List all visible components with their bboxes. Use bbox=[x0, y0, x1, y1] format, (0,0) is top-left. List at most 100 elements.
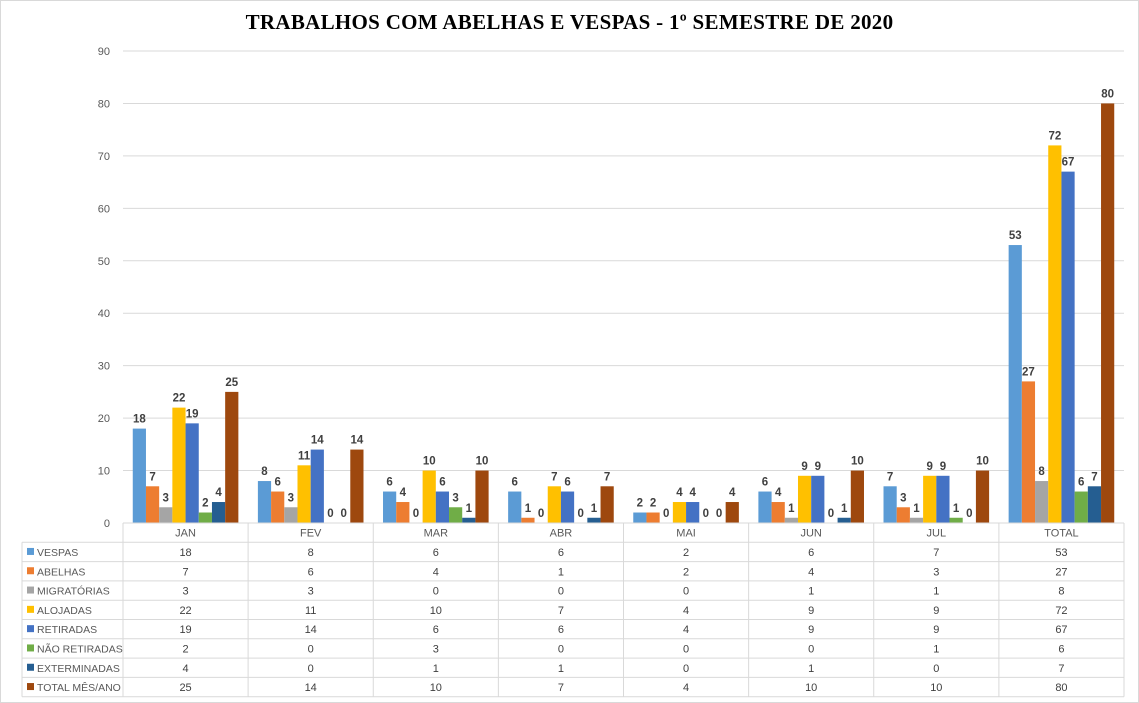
chart-title: TRABALHOS COM ABELHAS E VESPAS - 1º SEME… bbox=[245, 10, 894, 34]
data-label: 1 bbox=[953, 503, 960, 515]
bar bbox=[600, 486, 614, 523]
data-label: 3 bbox=[163, 492, 169, 504]
legend-swatch bbox=[27, 625, 34, 633]
bar bbox=[883, 486, 897, 523]
table-cell: 8 bbox=[308, 547, 314, 559]
data-label: 6 bbox=[564, 477, 570, 489]
table-cell: 4 bbox=[433, 566, 439, 578]
y-tick-label: 60 bbox=[98, 203, 110, 215]
data-label: 4 bbox=[676, 487, 683, 499]
data-label: 6 bbox=[762, 477, 768, 489]
data-label: 19 bbox=[186, 408, 199, 420]
data-label: 1 bbox=[913, 503, 920, 515]
data-label: 80 bbox=[1101, 88, 1114, 100]
bar bbox=[145, 486, 160, 523]
table-cell: 1 bbox=[808, 663, 814, 675]
data-label: 1 bbox=[788, 503, 795, 515]
legend-swatch bbox=[27, 683, 34, 691]
table-cell: 9 bbox=[933, 624, 939, 636]
category-label: ABR bbox=[550, 528, 573, 540]
table-cell: 67 bbox=[1055, 624, 1067, 636]
data-label: 7 bbox=[887, 471, 893, 483]
bar bbox=[758, 491, 772, 523]
data-label: 72 bbox=[1048, 130, 1061, 142]
legend-swatch bbox=[27, 567, 34, 575]
data-label: 3 bbox=[288, 492, 294, 504]
table-cell: 7 bbox=[933, 547, 939, 559]
legend-swatch bbox=[27, 644, 34, 652]
data-label: 9 bbox=[815, 461, 821, 473]
data-label: 7 bbox=[551, 471, 557, 483]
bar bbox=[297, 465, 311, 523]
table-cell: 3 bbox=[433, 643, 439, 655]
data-label: 11 bbox=[298, 450, 311, 462]
table-cell: 4 bbox=[683, 682, 689, 694]
table-cell: 9 bbox=[808, 624, 814, 636]
bar bbox=[672, 502, 687, 523]
data-label: 1 bbox=[841, 503, 848, 515]
table-cell: 6 bbox=[808, 547, 814, 559]
bar bbox=[462, 517, 476, 523]
data-label: 4 bbox=[215, 487, 222, 499]
data-label: 0 bbox=[966, 508, 972, 520]
y-tick-label: 50 bbox=[98, 256, 110, 268]
data-label: 14 bbox=[350, 435, 363, 447]
bar bbox=[508, 491, 522, 523]
data-label: 0 bbox=[327, 508, 333, 520]
data-label: 67 bbox=[1062, 157, 1075, 169]
table-cell: 72 bbox=[1055, 605, 1067, 617]
data-label: 4 bbox=[775, 487, 782, 499]
table-cell: 9 bbox=[933, 605, 939, 617]
bar bbox=[159, 507, 173, 523]
bar bbox=[949, 517, 963, 523]
y-tick-label: 20 bbox=[98, 413, 110, 425]
data-label: 18 bbox=[133, 414, 146, 426]
table-cell: 53 bbox=[1055, 547, 1067, 559]
table-cell: 0 bbox=[933, 663, 939, 675]
series-name: ABELHAS bbox=[37, 566, 85, 578]
table-cell: 0 bbox=[433, 586, 439, 598]
data-label: 9 bbox=[940, 461, 946, 473]
data-label: 6 bbox=[512, 477, 518, 489]
data-label: 53 bbox=[1009, 230, 1022, 242]
y-tick-label: 10 bbox=[98, 466, 110, 478]
table-cell: 10 bbox=[430, 682, 442, 694]
table-cell: 6 bbox=[433, 624, 439, 636]
table-cell: 7 bbox=[558, 605, 564, 617]
y-tick-label: 0 bbox=[104, 518, 110, 530]
bar bbox=[1074, 491, 1088, 523]
category-label: JAN bbox=[175, 528, 196, 540]
bar bbox=[633, 512, 647, 523]
series-name: NÃO RETIRADAS bbox=[37, 642, 123, 655]
table-cell: 2 bbox=[683, 547, 689, 559]
data-label: 0 bbox=[578, 508, 584, 520]
data-label: 22 bbox=[173, 393, 186, 405]
table-cell: 0 bbox=[558, 586, 564, 598]
bar bbox=[422, 470, 436, 523]
table-cell: 4 bbox=[683, 605, 689, 617]
table-cell: 1 bbox=[558, 566, 564, 578]
table-cell: 1 bbox=[558, 663, 564, 675]
category-label: JUL bbox=[927, 528, 947, 540]
table-cell: 2 bbox=[183, 643, 189, 655]
table-cell: 1 bbox=[933, 643, 939, 655]
table-cell: 22 bbox=[179, 605, 191, 617]
data-label: 10 bbox=[976, 456, 989, 468]
y-tick-label: 40 bbox=[98, 308, 110, 320]
table-cell: 2 bbox=[683, 566, 689, 578]
data-label: 0 bbox=[340, 508, 346, 520]
data-label: 8 bbox=[1038, 466, 1045, 478]
category-label: JUN bbox=[800, 528, 821, 540]
data-label: 9 bbox=[927, 461, 933, 473]
table-cell: 10 bbox=[930, 682, 942, 694]
data-label: 9 bbox=[801, 461, 807, 473]
series-name: VESPAS bbox=[37, 547, 78, 559]
bar bbox=[396, 502, 410, 523]
data-label: 7 bbox=[604, 471, 610, 483]
bar bbox=[1061, 171, 1075, 523]
table-cell: 14 bbox=[305, 624, 317, 636]
data-label: 7 bbox=[149, 471, 155, 483]
table-cell: 3 bbox=[308, 586, 314, 598]
